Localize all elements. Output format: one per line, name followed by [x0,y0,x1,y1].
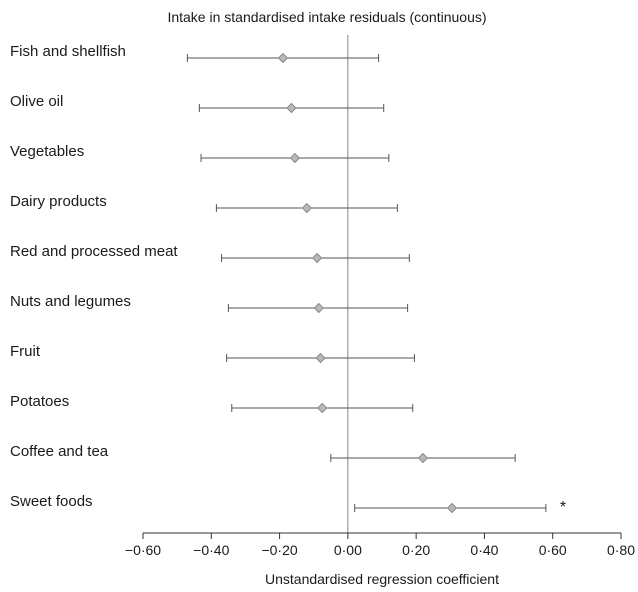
row-label: Dairy products [10,193,107,210]
estimate-row: Nuts and legumes [10,293,409,314]
chart-title: Intake in standardised intake residuals … [167,9,486,25]
estimate-rows: Fish and shellfish Olive oil Vegetables Dai… [10,43,566,516]
point-estimate-marker [286,102,297,114]
row-label: Fish and shellfish [10,43,126,60]
row-label: Olive oil [10,93,63,110]
estimate-row: Potatoes [10,393,414,414]
point-estimate-marker [289,152,301,164]
row-label: Fruit [10,343,41,360]
row-label: Nuts and legumes [10,293,131,310]
x-axis-ticks: −0·60 −0·40 −0·20 0·00 0·20 0·40 0·60 0·80 [125,533,635,558]
x-tick-label: 0·00 [334,542,362,558]
point-estimate-marker [317,402,328,414]
estimate-row: Red and processed meat [10,243,410,264]
estimate-row: Olive oil [10,93,385,114]
significance-marker: * [560,499,566,516]
x-tick-label: −0·20 [261,542,297,558]
estimate-row: Coffee and tea [10,443,516,464]
x-axis-title: Unstandardised regression coefficient [265,571,499,587]
x-tick-label: −0·60 [125,542,161,558]
estimate-row: Fruit [10,343,415,364]
x-tick-label: −0·40 [193,542,229,558]
estimate-row: Dairy products [10,193,398,214]
point-estimate-marker [277,52,289,64]
point-estimate-marker [315,352,326,364]
row-label: Potatoes [10,393,69,410]
row-label: Sweet foods [10,493,93,510]
point-estimate-marker [417,452,429,464]
point-estimate-marker [446,502,458,514]
row-label: Vegetables [10,143,84,160]
estimate-row: Sweet foods * [10,493,566,516]
row-label: Red and processed meat [10,243,178,260]
row-label: Coffee and tea [10,443,109,460]
point-estimate-marker [312,252,323,264]
point-estimate-marker [301,202,312,214]
point-estimate-marker [313,302,324,314]
estimate-row: Fish and shellfish [10,43,380,64]
x-tick-label: 0·80 [607,542,635,558]
x-tick-label: 0·60 [539,542,567,558]
x-tick-label: 0·20 [402,542,430,558]
x-tick-label: 0·40 [470,542,498,558]
estimate-row: Vegetables [10,143,390,164]
